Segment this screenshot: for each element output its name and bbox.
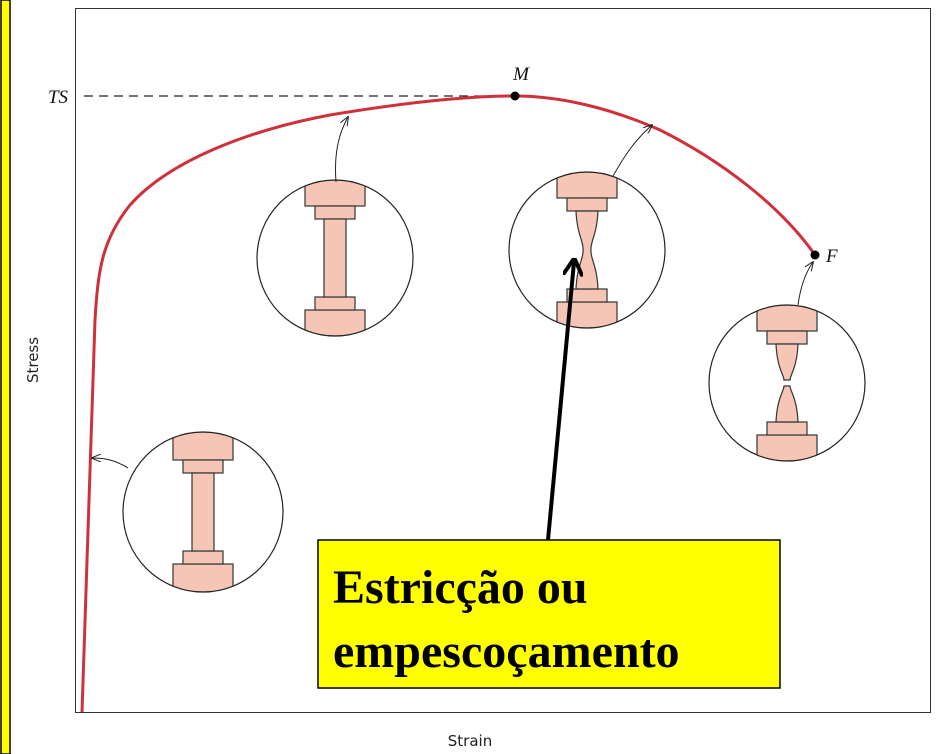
stress-strain-curve — [80, 94, 817, 713]
callout-arrow — [546, 262, 574, 541]
pointer-arrow — [612, 125, 652, 177]
ts-label: TS — [48, 87, 69, 108]
specimen-part — [314, 296, 356, 311]
specimen-part — [304, 180, 366, 207]
side-strip — [0, 0, 11, 754]
specimen-circle — [256, 179, 414, 337]
specimen-part — [756, 305, 818, 332]
specimen-part — [172, 432, 234, 461]
specimen — [556, 172, 618, 328]
callout-box — [317, 539, 781, 689]
specimen — [304, 180, 366, 336]
specimen-part — [314, 205, 356, 220]
specimen-part — [775, 385, 799, 423]
f-label: F — [825, 246, 838, 267]
specimen-part — [575, 210, 599, 290]
specimen-part — [766, 421, 808, 436]
specimen-part — [766, 330, 808, 345]
specimen-part — [191, 472, 215, 552]
specimen-part — [304, 309, 366, 336]
x-axis-label: Strain — [448, 732, 492, 750]
specimen-part — [323, 218, 347, 298]
pointer-arrow — [797, 262, 813, 306]
point-f — [810, 250, 820, 260]
specimen-part — [182, 459, 224, 474]
specimens — [122, 171, 866, 593]
pointer-arrow — [335, 117, 349, 183]
specimen-part — [566, 197, 608, 212]
point-m — [510, 91, 520, 101]
specimen-part — [172, 563, 234, 592]
plot-frame — [75, 8, 931, 713]
specimen-circle — [708, 304, 866, 462]
callout-line: empescoçamento — [333, 625, 680, 678]
callout-line: Estricção ou — [333, 561, 588, 614]
pointer-arrow — [92, 458, 129, 469]
y-axis-label: Stress — [24, 337, 42, 383]
specimen-circle — [122, 431, 284, 593]
specimen-part — [556, 172, 618, 199]
specimen-part — [756, 434, 818, 461]
specimen-part — [775, 343, 799, 381]
specimen-part — [556, 301, 618, 328]
m-label: M — [512, 64, 530, 85]
specimen-circle — [508, 171, 666, 329]
specimen — [756, 305, 818, 461]
specimen — [172, 432, 234, 592]
specimen-part — [182, 550, 224, 565]
